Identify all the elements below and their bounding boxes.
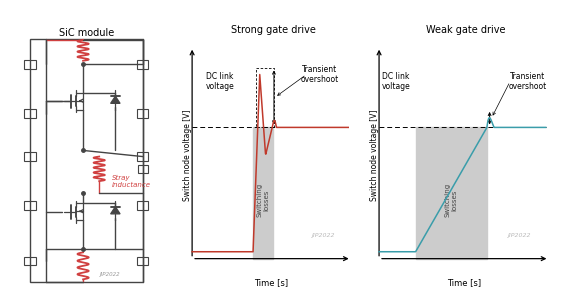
Bar xyxy=(24,201,36,210)
Polygon shape xyxy=(110,207,120,214)
Text: JIP2022: JIP2022 xyxy=(507,233,531,238)
Bar xyxy=(137,109,148,118)
Text: Switch node voltage [V]: Switch node voltage [V] xyxy=(370,109,379,201)
Text: SiC module: SiC module xyxy=(59,28,114,38)
Text: DC link
voltage: DC link voltage xyxy=(205,72,234,91)
Bar xyxy=(137,152,148,161)
Bar xyxy=(24,109,36,118)
Bar xyxy=(137,257,148,265)
Text: JIP2022: JIP2022 xyxy=(311,233,335,238)
Bar xyxy=(24,60,36,69)
Bar xyxy=(30,39,143,282)
Polygon shape xyxy=(110,96,120,103)
Text: Switching
losses: Switching losses xyxy=(256,183,269,217)
Text: Stray
inductance: Stray inductance xyxy=(112,175,151,188)
Text: Time [s]: Time [s] xyxy=(254,278,289,287)
Bar xyxy=(415,127,487,258)
Text: Switch node voltage [V]: Switch node voltage [V] xyxy=(183,109,192,201)
Bar xyxy=(138,165,148,173)
Bar xyxy=(253,127,273,258)
Bar xyxy=(24,152,36,161)
Title: Weak gate drive: Weak gate drive xyxy=(426,25,505,35)
Bar xyxy=(137,201,148,210)
Text: Transient
overshoot: Transient overshoot xyxy=(301,65,339,84)
Title: Strong gate drive: Strong gate drive xyxy=(231,25,315,35)
Bar xyxy=(24,257,36,265)
Text: Transient
overshoot: Transient overshoot xyxy=(509,72,547,91)
Bar xyxy=(137,60,148,69)
Text: JIP2022: JIP2022 xyxy=(100,272,121,277)
Text: Switching
losses: Switching losses xyxy=(445,183,458,217)
Text: DC link
voltage: DC link voltage xyxy=(381,72,410,91)
Text: Time [s]: Time [s] xyxy=(447,278,481,287)
